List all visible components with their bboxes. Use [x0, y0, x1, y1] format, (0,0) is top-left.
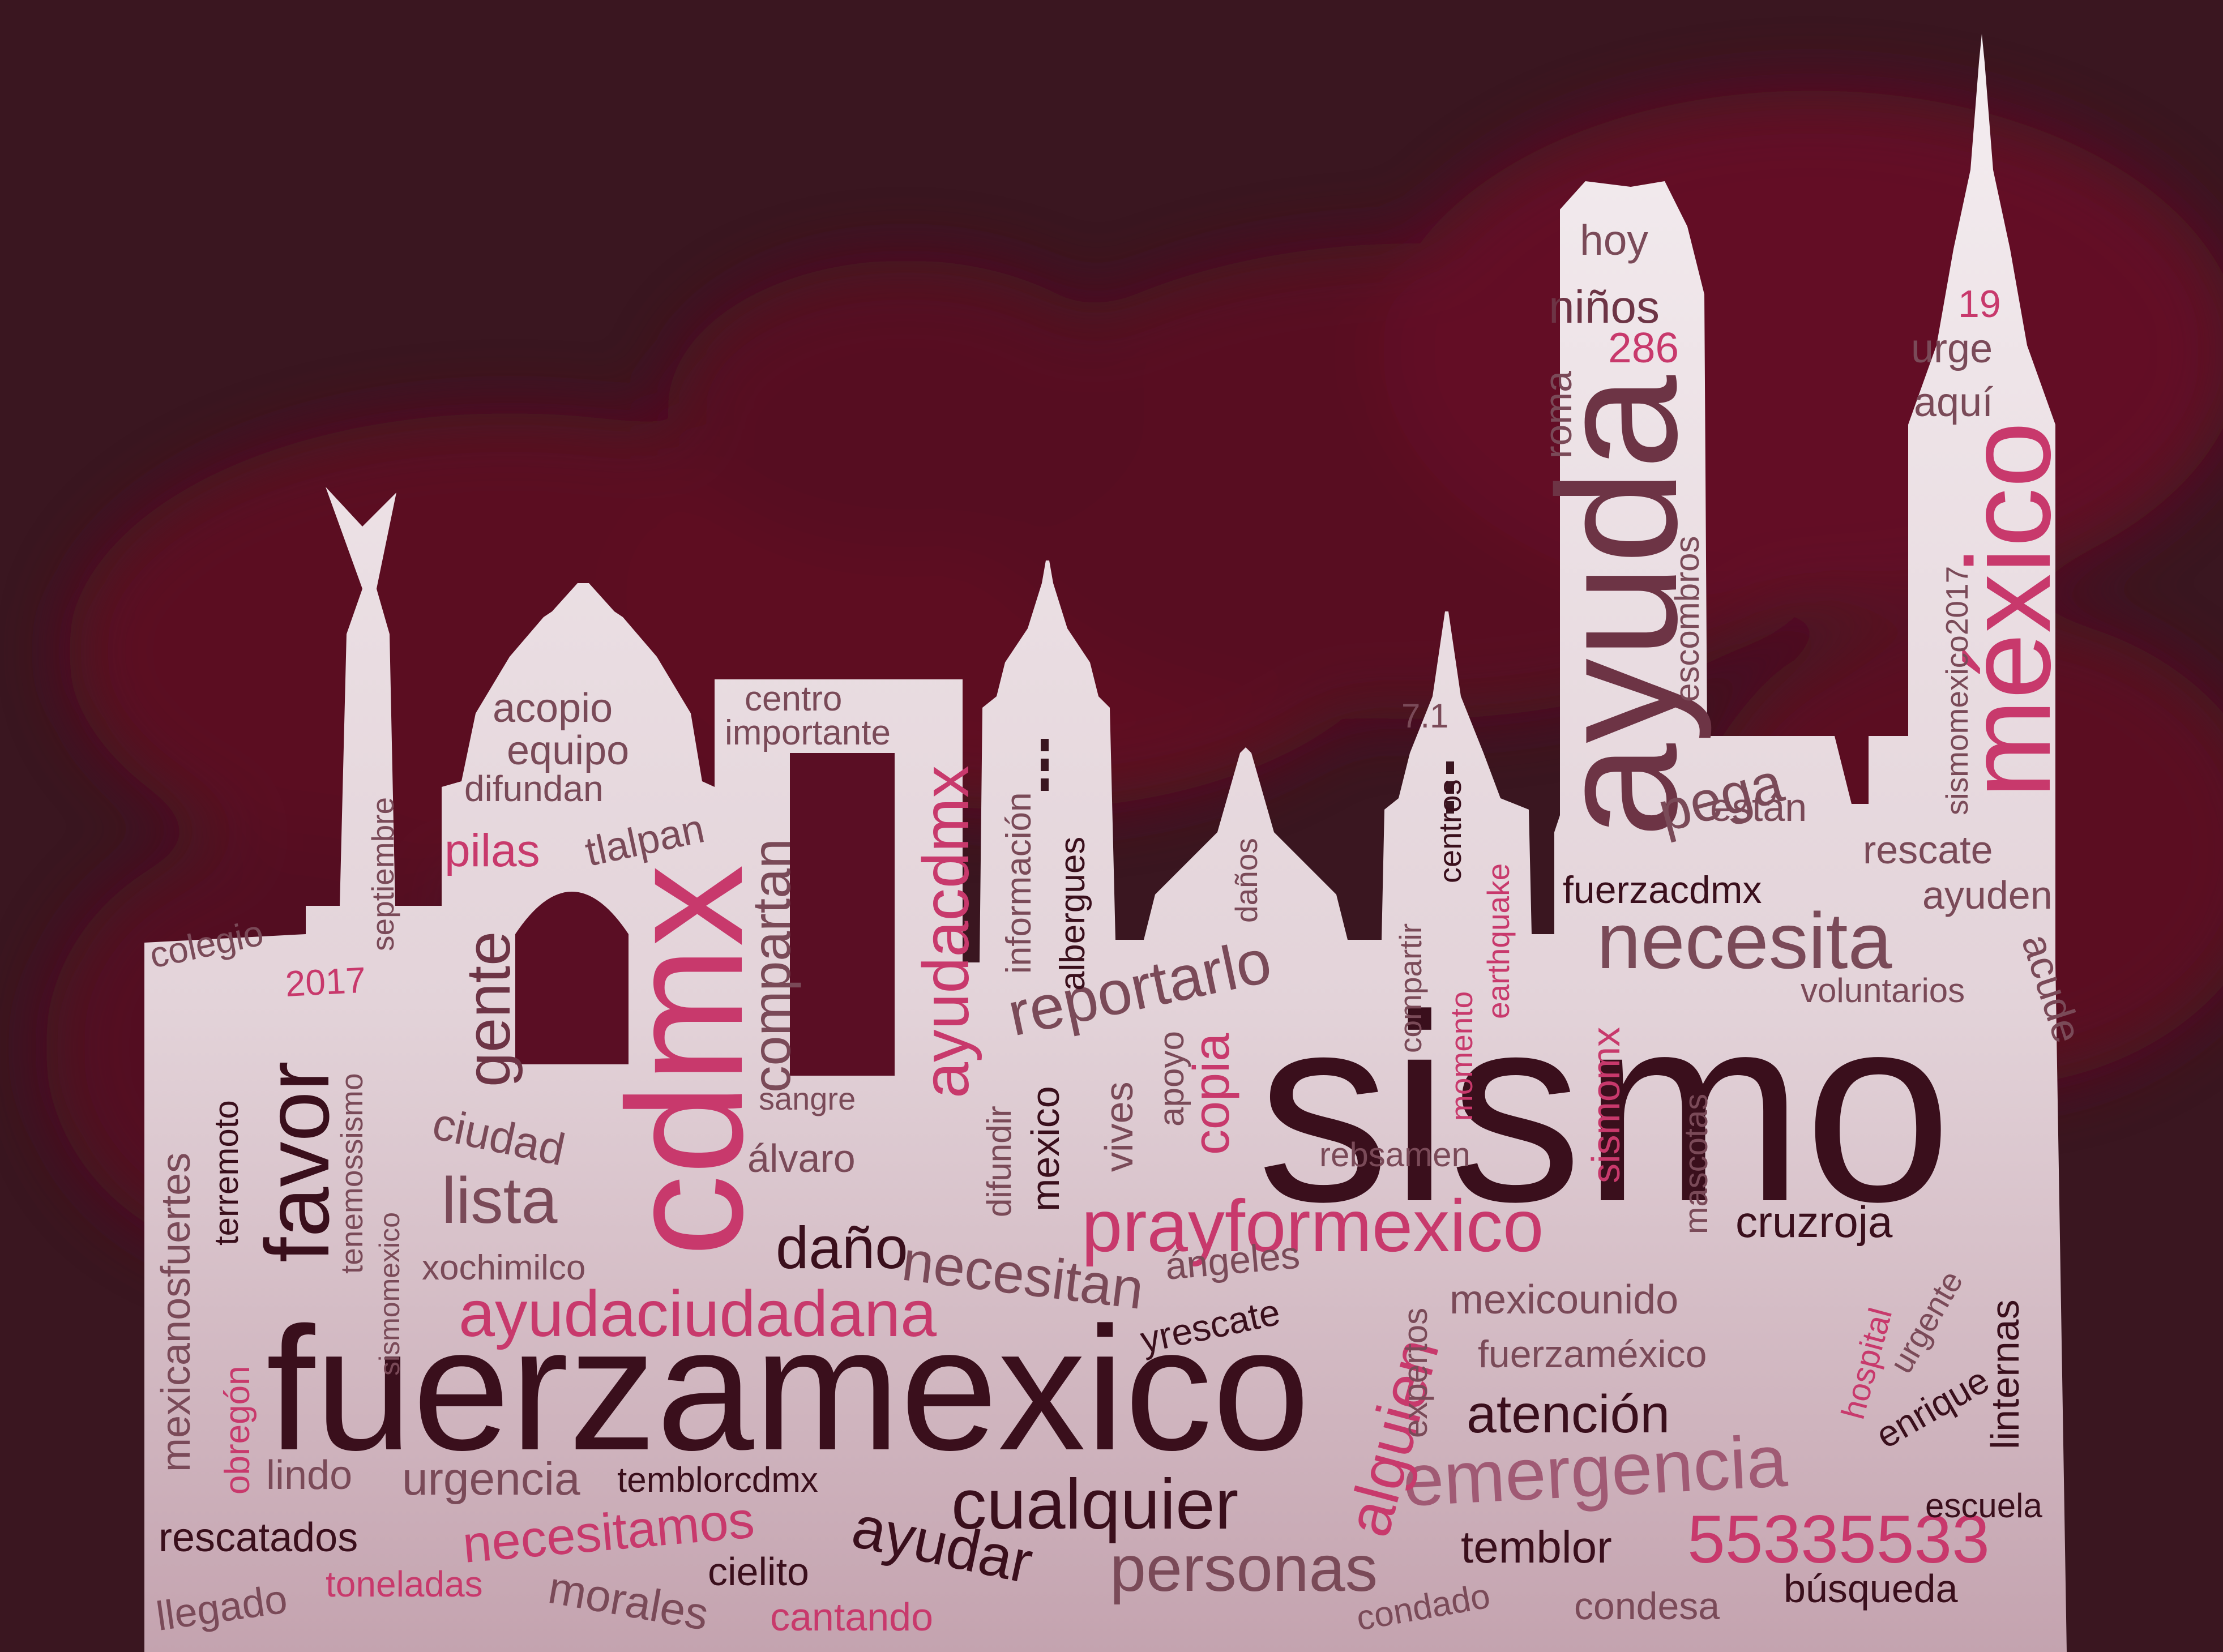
word-estan: están	[1710, 785, 1807, 829]
word-aqui: aquí	[1914, 380, 1993, 425]
word-ayudaciudadana: ayudaciudadana	[459, 1278, 937, 1350]
word-sismo: sismo	[1257, 960, 1952, 1257]
word-cualquier: cualquier	[951, 1465, 1238, 1544]
word-terremoto: terremoto	[207, 1100, 245, 1246]
word-fuerzamexico: fuerzamexico	[266, 1290, 1310, 1487]
word-cantando: cantando	[770, 1595, 933, 1639]
word-difundir: difundir	[980, 1106, 1018, 1217]
word-cdmx: cdmx	[593, 864, 777, 1257]
word-cloud: sismofuerzamexicoayudacdmxméxiconecesita…	[146, 216, 2091, 1640]
word-n55335533: 55335533	[1687, 1501, 1990, 1577]
word-urge: urge	[1911, 326, 1993, 371]
word-condesa: condesa	[1574, 1585, 1720, 1628]
word-hoy: hoy	[1580, 216, 1648, 264]
tower-window-marks	[1041, 739, 1454, 814]
word-alvaro: álvaro	[747, 1136, 856, 1180]
word-mascotas: mascotas	[1678, 1094, 1715, 1234]
word-difundan: difundan	[464, 768, 604, 809]
word-n2017: 2017	[284, 960, 367, 1004]
word-temblor: temblor	[1461, 1522, 1612, 1572]
word-momento: momento	[1444, 991, 1479, 1121]
monument-arch-window	[515, 892, 629, 1064]
word-cielito: cielito	[708, 1550, 809, 1594]
word-copia: copia	[1183, 1033, 1240, 1155]
word-compartir: compartir	[1393, 923, 1428, 1053]
word-sismomx: sismomx	[1584, 1027, 1628, 1183]
word-escombros: escombros	[1668, 536, 1706, 702]
word-escuela: escuela	[1925, 1487, 2042, 1525]
word-rescate: rescate	[1863, 828, 1993, 872]
word-prayformexico: prayformexico	[1081, 1184, 1544, 1267]
word-lindo: lindo	[266, 1453, 352, 1498]
word-xochimilco: xochimilco	[422, 1248, 585, 1287]
word-sangre: sangre	[759, 1081, 856, 1116]
word-sismomexico2017: sismomexico2017	[1939, 566, 1974, 815]
word-importante: importante	[725, 713, 891, 752]
word-n71: 7.1	[1401, 697, 1448, 735]
word-mexico: mexico	[1023, 1086, 1067, 1212]
word-tenemossismo: tenemossismo	[334, 1073, 369, 1274]
word-voluntarios: voluntarios	[1801, 971, 1965, 1009]
word-roma: roma	[1537, 371, 1580, 459]
word-fuerzacdmx: fuerzacdmx	[1563, 868, 1762, 911]
word-atencion: atención	[1467, 1384, 1670, 1444]
word-ayudacdmx: ayudacdmx	[910, 765, 982, 1098]
word-equipo: equipo	[507, 728, 629, 773]
word-temblorcdmx: temblorcdmx	[617, 1461, 818, 1500]
word-gente: gente	[454, 931, 523, 1087]
word-toneladas: toneladas	[326, 1564, 483, 1604]
word-mexicanosfuertes: mexicanosfuertes	[153, 1153, 199, 1472]
word-sismomexico: sismomexico	[374, 1212, 405, 1376]
word-favor: favor	[246, 1061, 348, 1262]
word-vives: vives	[1097, 1082, 1141, 1172]
word-ninos: niños	[1549, 281, 1660, 333]
word-ayuden: ayuden	[1922, 873, 2053, 917]
word-obregon: obregón	[218, 1366, 257, 1495]
word-rescatados: rescatados	[159, 1515, 358, 1560]
word-cruzroja: cruzroja	[1735, 1197, 1893, 1247]
arch-gate-opening	[790, 753, 895, 1076]
word-albergues: albergues	[1053, 837, 1092, 991]
word-fuerzamexico_acc: fuerzaméxico	[1478, 1333, 1707, 1376]
word-compartan: compartan	[742, 838, 802, 1093]
word-rebsamen: rebsamen	[1319, 1136, 1470, 1174]
word-expertos: expertos	[1396, 1308, 1434, 1438]
word-septiembre: septiembre	[365, 797, 400, 951]
word-lista: lista	[442, 1165, 558, 1237]
word-mexico_acc: méxico	[1942, 422, 2075, 798]
word-centros: centros	[1432, 779, 1468, 883]
word-centro: centro	[745, 679, 842, 718]
word-emergencia: emergencia	[1401, 1419, 1790, 1522]
word-busqueda: búsqueda	[1784, 1567, 1958, 1611]
word-mexicounido: mexicounido	[1450, 1277, 1678, 1323]
city-silhouette	[144, 34, 2067, 1652]
word-acopio: acopio	[493, 686, 613, 731]
word-n19: 19	[1958, 283, 2001, 326]
word-dano: daño	[776, 1215, 908, 1281]
word-pilas: pilas	[444, 825, 540, 876]
word-n286: 286	[1608, 324, 1679, 371]
word-apoyo: apoyo	[1152, 1031, 1191, 1127]
word-informacion: información	[999, 793, 1038, 974]
word-personas: personas	[1110, 1533, 1378, 1605]
word-necesita: necesita	[1597, 896, 1892, 985]
word-earthquake: earthquake	[1481, 863, 1516, 1019]
word-danos: daños	[1229, 838, 1264, 923]
word-ayuda: ayuda	[1522, 374, 1713, 838]
word-linternas: linternas	[1983, 1299, 2027, 1449]
word-urgencia: urgencia	[402, 1453, 580, 1505]
